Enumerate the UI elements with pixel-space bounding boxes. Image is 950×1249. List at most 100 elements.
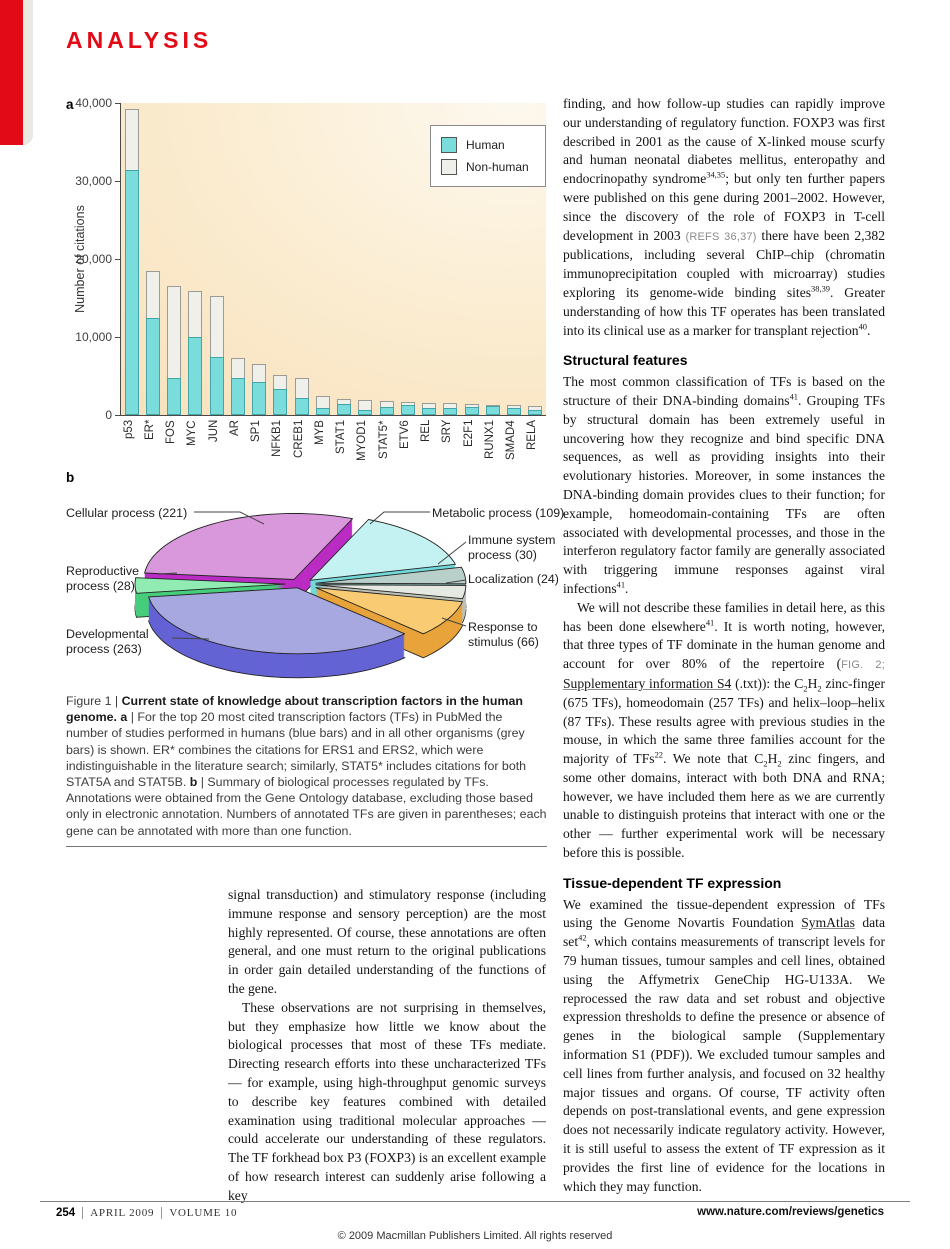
x-tick-label-RUNX1: RUNX1	[483, 420, 496, 459]
bar-human-JUN	[209, 356, 224, 415]
section-heading-structural-features: Structural features	[563, 352, 688, 369]
x-tick-label-AR: AR	[228, 420, 241, 436]
copyright-line: © 2009 Macmillan Publishers Limited. All…	[337, 1230, 613, 1242]
leader-line-response	[441, 617, 467, 627]
pie-label-localization: Localization (24)	[468, 572, 559, 586]
bar-human-SP1	[252, 382, 267, 415]
x-tick-label-ER*: ER*	[143, 420, 156, 441]
journal-url[interactable]: www.nature.com/reviews/genetics	[697, 1206, 884, 1218]
reference-callout: FIG. 2;	[841, 659, 885, 672]
y-tick-mark	[115, 259, 120, 260]
paragraph: The most common classification of TFs is…	[563, 374, 885, 596]
bar-human-RUNX1	[485, 406, 500, 415]
legend-label-human: Human	[466, 138, 505, 152]
leader-line-developmental	[171, 637, 210, 640]
bar-human-CREB1	[294, 397, 309, 415]
corner-tab	[0, 0, 33, 145]
y-tick-label: 10,000	[75, 330, 112, 344]
x-tick-label-FOS: FOS	[165, 420, 178, 444]
reference-callout: (REFS 36,37)	[685, 230, 757, 243]
bar-human-MYB	[315, 407, 330, 415]
leader-line-cellular	[194, 511, 265, 525]
bar-human-FOS	[167, 378, 182, 415]
human-swatch	[441, 137, 457, 153]
bar-human-RELA	[528, 410, 543, 415]
y-tick-mark	[115, 415, 120, 416]
x-tick-label-SRY: SRY	[441, 420, 454, 444]
x-tick-label-NFKB1: NFKB1	[271, 420, 284, 458]
x-tick-label-JUN: JUN	[207, 420, 220, 443]
section-heading-tissue-dependent: Tissue-dependent TF expression	[563, 874, 782, 891]
bar-human-STAT1	[337, 403, 352, 415]
paragraph: We examined the tissue-dependent express…	[563, 896, 885, 1194]
volume: VOLUME 10	[169, 1207, 238, 1219]
pie-slice-localization	[315, 584, 467, 600]
x-tick-label-ETV6: ETV6	[398, 420, 411, 449]
bar-human-SMAD4	[507, 408, 522, 415]
bar-human-AR	[230, 378, 245, 415]
bar-human-REL	[422, 408, 437, 415]
bar-human-E2F1	[464, 406, 479, 415]
bar-human-SRY	[443, 408, 458, 415]
x-tick-label-SP1: SP1	[250, 420, 263, 442]
nonhuman-swatch	[441, 159, 457, 175]
legend-row-nonhuman: Non-human	[441, 156, 545, 178]
pie-slice-cellular	[144, 513, 353, 580]
x-tick-label-SMAD4: SMAD4	[505, 420, 518, 460]
inline-link[interactable]: SymAtlas	[801, 915, 855, 931]
paragraph: finding, and how follow-up studies can r…	[563, 96, 885, 338]
paragraph: We will not describe these families in d…	[563, 599, 885, 861]
x-tick-label-RELA: RELA	[526, 420, 539, 451]
y-tick-label: 30,000	[75, 174, 112, 188]
x-tick-label-MYC: MYC	[186, 420, 199, 446]
bar-human-NFKB1	[273, 388, 288, 415]
bar-human-STAT5*	[379, 406, 394, 415]
corner-red-bar	[0, 0, 23, 145]
bar-human-MYOD1	[358, 410, 373, 415]
inline-link[interactable]: Supplementary information S4	[563, 675, 732, 691]
leader-line-localization	[445, 579, 467, 584]
footer-rule	[40, 1201, 910, 1202]
bar-human-MYC	[188, 337, 203, 415]
footer-divider	[161, 1207, 163, 1219]
x-tick-label-MYOD1: MYOD1	[356, 420, 369, 461]
x-tick-label-E2F1: E2F1	[462, 420, 475, 448]
issue-date: APRIL 2009	[90, 1207, 155, 1219]
pie-label-cellular: Cellular process (221)	[66, 506, 188, 520]
section-heading: ANALYSIS	[66, 27, 213, 53]
y-tick-label: 40,000	[75, 96, 112, 110]
footer-divider	[82, 1207, 84, 1219]
paragraph: These observations are not surprising in…	[228, 999, 546, 1203]
bar-human-ER*	[145, 317, 160, 415]
x-tick-label-STAT1: STAT1	[335, 420, 348, 455]
bar-human-ETV6	[400, 404, 415, 415]
x-tick-label-REL: REL	[420, 420, 433, 443]
pie-slice-immune	[315, 566, 467, 585]
pie-label-metabolic: Metabolic process (109)	[432, 506, 565, 520]
x-tick-label-MYB: MYB	[313, 420, 326, 445]
pie-label-immune: Immune system process (30)	[468, 533, 556, 562]
x-tick-label-STAT5*: STAT5*	[377, 420, 390, 459]
left-column: signal transduction) and stimulatory res…	[228, 886, 546, 1206]
pie-slice-developmental	[148, 587, 406, 655]
panel-a-label: a	[66, 97, 74, 112]
pie-label-reproductive: Reproductive process (28)	[66, 564, 140, 593]
leader-line-metabolic	[369, 511, 430, 525]
x-tick-label-p53: p53	[122, 420, 135, 440]
pie-label-response: Response to stimulus (66)	[468, 620, 539, 649]
chart-legend: Human Non-human	[430, 125, 546, 187]
pie-label-developmental: Developmental process (263)	[66, 627, 149, 656]
y-tick-mark	[115, 181, 120, 182]
pie-slice-reproductive	[134, 577, 286, 594]
footer-left: 254 APRIL 2009 VOLUME 10	[56, 1207, 237, 1219]
pie-slice-metabolic	[309, 519, 456, 581]
page-number: 254	[56, 1207, 76, 1219]
y-tick-label: 0	[105, 408, 112, 422]
figure-panel-b: Cellular process (221) Metabolic process …	[40, 488, 564, 700]
y-tick-mark	[115, 103, 120, 104]
pie-chart	[134, 511, 467, 679]
leader-line-immune	[437, 541, 467, 565]
figure-caption: Figure 1 | Current state of knowledge ab…	[66, 693, 547, 847]
